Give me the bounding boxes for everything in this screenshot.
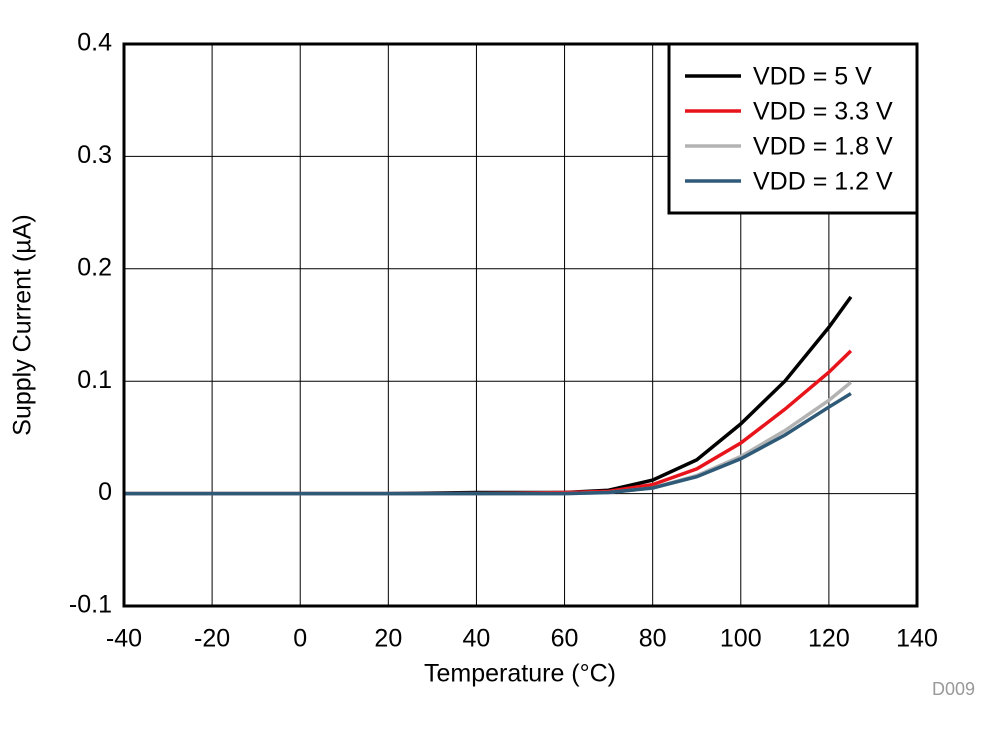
y-tick-label: 0.3 bbox=[77, 141, 112, 169]
x-tick-label: 20 bbox=[374, 625, 402, 653]
legend-label: VDD = 3.3 V bbox=[753, 98, 893, 126]
x-tick-label: 140 bbox=[896, 625, 938, 653]
x-tick-label: 100 bbox=[720, 625, 762, 653]
y-tick-label: 0.4 bbox=[77, 29, 112, 57]
legend-box bbox=[667, 42, 919, 215]
y-tick-label: 0 bbox=[98, 478, 112, 506]
legend-label: VDD = 5 V bbox=[753, 63, 872, 91]
plot-border bbox=[122, 42, 919, 608]
annotation: D009 bbox=[932, 679, 975, 699]
x-axis-label: Temperature (°C) bbox=[424, 660, 616, 688]
y-tick-label: 0.2 bbox=[77, 253, 112, 281]
series-line bbox=[124, 295, 853, 496]
legend-label: VDD = 1.2 V bbox=[753, 168, 893, 196]
x-tick-label: 60 bbox=[551, 625, 579, 653]
y-axis-label: Supply Current (µA) bbox=[9, 214, 37, 435]
series-line bbox=[124, 392, 852, 496]
y-tick-label: -0.1 bbox=[69, 591, 112, 619]
x-tick-label: 40 bbox=[463, 625, 491, 653]
x-tick-label: -40 bbox=[106, 625, 142, 653]
x-tick-label: 120 bbox=[808, 625, 850, 653]
x-tick-label: 80 bbox=[639, 625, 667, 653]
legend-label: VDD = 1.8 V bbox=[753, 133, 893, 161]
x-tick-label: 0 bbox=[293, 625, 307, 653]
series-line bbox=[124, 380, 853, 496]
x-tick-label: -20 bbox=[194, 625, 230, 653]
y-tick-label: 0.1 bbox=[77, 366, 112, 394]
